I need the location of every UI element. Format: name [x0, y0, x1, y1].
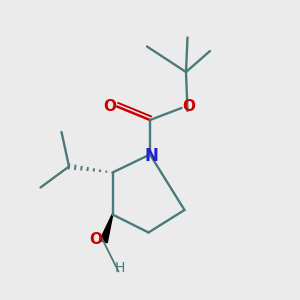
Text: O: O — [103, 99, 116, 114]
Text: N: N — [145, 147, 158, 165]
Text: O: O — [182, 99, 196, 114]
Text: O: O — [89, 232, 103, 247]
Polygon shape — [100, 214, 113, 243]
Text: H: H — [115, 262, 125, 275]
